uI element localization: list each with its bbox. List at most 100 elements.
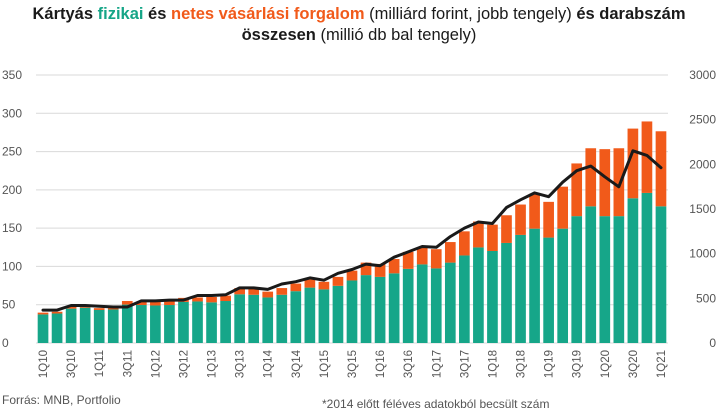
right-axis-tick-label: 3000 (689, 68, 716, 82)
left-axis-tick-label: 350 (2, 68, 22, 82)
bar-online (51, 311, 63, 314)
left-axis-tick-label: 250 (2, 145, 22, 159)
bar-online (515, 204, 526, 235)
x-axis-tick-label: 3Q10 (66, 350, 78, 378)
x-axis-tick-label: 1Q17 (431, 350, 443, 378)
axes: 0 50 100 150 200 250 300 350 0 500 1000 1500 2000 250… (2, 68, 716, 378)
bar-physical (248, 294, 260, 343)
bar-online (304, 279, 316, 288)
bar-online (206, 296, 217, 303)
bar-online (627, 128, 639, 199)
x-axis-tick-label: 1Q21 (656, 350, 668, 378)
title-segment: Kártyás (32, 5, 98, 23)
bar-online (571, 163, 583, 217)
bar-physical (79, 307, 91, 343)
x-axis-tick-label: 3Q17 (459, 350, 471, 378)
bar-physical (444, 262, 456, 343)
title-segment: netes vásárlási forgalom (171, 5, 365, 23)
bar-physical (655, 206, 667, 343)
x-axis-tick-label: 3Q14 (291, 349, 303, 378)
bar-physical (402, 268, 414, 343)
bar-physical (613, 216, 625, 343)
x-axis-tick-label: 1Q15 (319, 350, 331, 378)
bar-online (107, 307, 119, 310)
bar-online (487, 224, 498, 251)
bar-physical (290, 291, 302, 343)
bar-physical (178, 301, 189, 343)
bar-online (318, 281, 330, 290)
bar-physical (65, 308, 77, 343)
bar-online (402, 251, 414, 269)
x-axis-tick-label: 3Q19 (572, 350, 584, 378)
count-line (41, 149, 663, 312)
left-axis-tick-label: 0 (2, 336, 9, 350)
bar-online (473, 221, 484, 248)
bar-online (234, 288, 245, 295)
x-axis-tick-label: 1Q10 (38, 350, 50, 378)
bar-online (360, 262, 372, 276)
bar-online (374, 263, 386, 277)
right-axis-tick-label: 0 (709, 336, 716, 350)
bar-online (164, 301, 175, 306)
bar-online (444, 242, 456, 263)
bar-online (599, 149, 611, 217)
left-axis-tick-label: 150 (2, 221, 22, 235)
bar-physical (93, 309, 105, 343)
right-axis-tick-label: 500 (696, 291, 716, 305)
source-text: Forrás: MNB, Portfolio (2, 393, 121, 407)
bar-online (37, 312, 49, 315)
left-axis-tick-label: 50 (2, 298, 16, 312)
bar-physical (360, 275, 372, 343)
bar-online (585, 148, 597, 207)
x-axis-tick-label: 1Q12 (150, 350, 162, 378)
x-axis-tick-label: 3Q18 (516, 350, 528, 378)
bar-online (150, 301, 161, 306)
x-axis-tick-label: 1Q20 (600, 350, 612, 378)
title-segment: (milliárd forint, jobb tengely) (364, 5, 577, 23)
bar-physical (51, 313, 63, 343)
bar-online (248, 288, 260, 295)
bar-online (501, 215, 512, 243)
bar-physical (332, 285, 344, 343)
count-line-layer (41, 149, 663, 312)
bar-online (388, 259, 400, 274)
bar-physical (37, 314, 49, 343)
bar-physical (416, 264, 428, 343)
x-axis-tick-label: 1Q16 (375, 350, 387, 378)
bar-physical (430, 268, 442, 343)
bar-physical (599, 216, 611, 343)
bar-physical (487, 250, 498, 343)
bar-online (529, 193, 540, 229)
bar-online (459, 231, 470, 256)
bar-physical (262, 297, 274, 343)
bar-physical (276, 294, 288, 343)
bar-online (332, 276, 344, 286)
left-axis-tick-label: 100 (2, 259, 22, 273)
x-axis-tick-label: 3Q12 (178, 350, 190, 378)
bar-online (613, 148, 625, 217)
title-segment: fizikai (97, 5, 144, 23)
bar-physical (150, 305, 161, 343)
title-segment: (millió db bal tengely) (315, 26, 477, 44)
right-axis-tick-label: 2500 (689, 113, 716, 127)
bar-physical (543, 237, 554, 343)
bar-physical (346, 280, 358, 343)
bar-physical (374, 276, 386, 343)
x-axis-tick-label: 1Q19 (544, 350, 556, 378)
bar-online (276, 288, 288, 295)
bar-physical (388, 273, 400, 343)
left-axis-tick-label: 200 (2, 183, 22, 197)
bar-physical (459, 255, 470, 343)
bar-physical (234, 294, 245, 343)
title-segment: és (143, 5, 171, 23)
chart-title-line1: Kártyás fizikai és netes vásárlási forga… (0, 4, 718, 25)
bar-physical (192, 301, 203, 343)
x-axis-tick-label: 1Q18 (487, 350, 499, 378)
bar-physical (121, 304, 133, 343)
note-text: *2014 előtt féléves adatokból becsült sz… (322, 397, 549, 411)
bar-online (93, 308, 105, 310)
x-axis-tick-label: 3Q20 (628, 350, 640, 378)
bar-physical (304, 287, 316, 343)
